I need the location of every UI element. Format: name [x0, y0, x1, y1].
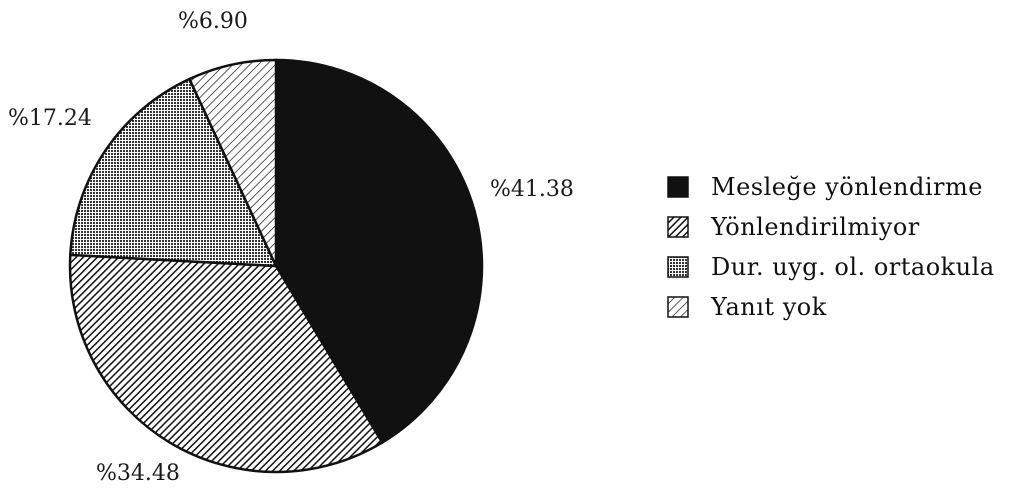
pie-slice-1 — [68, 253, 384, 474]
slice-value-label-3: %6.90 — [178, 9, 248, 34]
legend-item-dur-uyg-ortaokula: Dur. uyg. ol. ortaokula — [667, 250, 995, 284]
legend-swatch-dots — [667, 256, 689, 278]
legend: Mesleğe yönlendirme Yönlendirilmiyor Dur… — [667, 170, 995, 324]
legend-swatch-solid — [667, 176, 689, 198]
legend-label: Yönlendirilmiyor — [711, 213, 920, 241]
pie-slice-3 — [187, 58, 278, 267]
legend-swatch-hatch-dense — [667, 216, 689, 238]
slice-value-label-2: %17.24 — [8, 106, 92, 131]
slice-value-label-0: %41.38 — [490, 177, 574, 202]
pie-slice-2 — [68, 77, 279, 268]
legend-item-yonlendirilmiyor: Yönlendirilmiyor — [667, 210, 995, 244]
legend-label: Mesleğe yönlendirme — [711, 173, 983, 201]
legend-label: Dur. uyg. ol. ortaokula — [711, 253, 995, 281]
legend-item-yanit-yok: Yanıt yok — [667, 290, 995, 324]
slice-value-label-1: %34.48 — [96, 461, 180, 486]
legend-label: Yanıt yok — [711, 293, 827, 321]
pie-slice-0 — [274, 58, 484, 445]
legend-swatch-hatch-light — [667, 296, 689, 318]
legend-item-meslege-yonlendirme: Mesleğe yönlendirme — [667, 170, 995, 204]
